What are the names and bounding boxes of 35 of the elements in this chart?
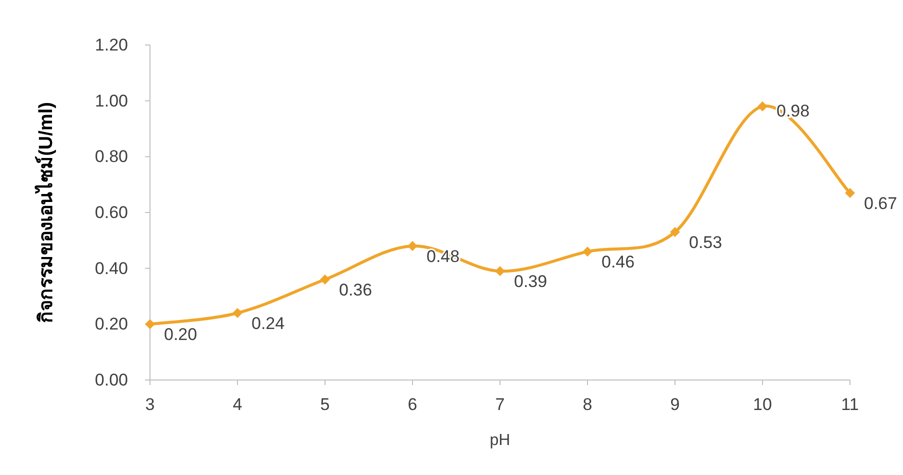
point (670, 227, 680, 238)
data-label: 0.36 (339, 280, 372, 300)
y-tick-label: 0.60 (94, 203, 128, 222)
y-axis-title: กิจกรรมของเอนไซม์(U/ml) (34, 102, 57, 323)
data-label: 0.53 (689, 233, 722, 252)
y-tick-label: 0.40 (94, 258, 128, 278)
y-tick-label: 1.00 (94, 91, 128, 110)
data-label: 0.67 (864, 194, 898, 213)
y-tick-label: 0.80 (94, 147, 128, 166)
point (845, 188, 855, 198)
x-tick-label: 4 (232, 395, 242, 414)
y-tick-label: 1.20 (94, 36, 128, 54)
x-tick-label: 3 (145, 395, 155, 414)
data-label: 0.24 (252, 314, 285, 333)
x-tick-label: 6 (408, 395, 418, 414)
x-tick-label: 10 (753, 395, 772, 414)
y-tick-label: 0.00 (94, 370, 128, 390)
data-label: 0.46 (602, 252, 635, 272)
point (408, 241, 418, 251)
x-tick-label: 7 (495, 395, 505, 414)
data-label: 0.39 (514, 272, 548, 292)
point (320, 274, 330, 284)
x-tick-label: 5 (320, 395, 330, 414)
x-tick-label: 8 (582, 395, 592, 414)
x-axis-title: pH (490, 432, 510, 449)
point (758, 101, 768, 112)
point (582, 246, 592, 257)
point (495, 266, 505, 276)
y-tick-label: 0.20 (94, 314, 128, 334)
point (232, 308, 242, 318)
x-tick-label: 9 (670, 395, 680, 414)
point (145, 319, 155, 330)
x-tick-label: 11 (841, 395, 859, 414)
data-label: 0.20 (164, 325, 198, 344)
data-label: 0.48 (426, 247, 460, 266)
